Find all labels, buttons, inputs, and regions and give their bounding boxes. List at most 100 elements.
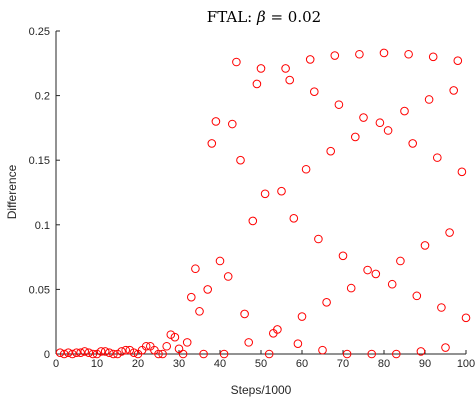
data-point [100,347,110,356]
data-point [72,348,81,358]
y-tick-label: 0.25 [29,26,50,38]
data-point [141,341,151,351]
x-tick-label: 40 [214,358,226,370]
data-point [55,348,65,358]
data-point [88,349,98,359]
data-point [289,214,299,223]
data-point [281,64,290,73]
data-point [387,279,397,289]
data-point [461,313,471,323]
x-tick-label: 0 [53,358,59,370]
x-tick-label: 100 [457,358,475,370]
y-axis-label: Difference [5,164,19,219]
data-point [277,186,286,196]
data-point [207,139,217,148]
data-point [334,100,344,109]
data-point [232,57,241,67]
data-point [301,164,311,174]
data-point [363,265,372,275]
data-point [375,118,385,128]
data-point [260,189,270,199]
data-point [330,51,340,60]
data-point [68,349,77,359]
data-point [310,87,319,97]
data-point [203,285,212,294]
data-point [441,343,450,352]
data-point [457,167,467,177]
data-point [76,348,85,358]
data-point [211,117,221,126]
data-point [400,106,409,116]
data-point [154,349,163,359]
data-point [322,298,331,307]
data-point [256,64,266,73]
data-point [449,86,459,95]
data-point [195,307,204,316]
data-point [416,347,426,356]
data-point [109,349,118,359]
data-point [80,347,89,356]
data-point [121,345,130,355]
data-point [453,56,463,66]
x-axis-ticks: 0 10 20 30 40 50 60 70 80 90 100 [53,350,475,370]
data-point [351,132,360,142]
data-point [424,95,434,104]
data-point [346,283,356,293]
x-tick-label: 20 [132,358,144,370]
data-point [285,75,295,85]
data-point [105,348,114,358]
data-point [236,155,245,165]
y-tick-label: 0.15 [29,155,50,167]
data-point [228,119,237,129]
data-point [379,48,389,58]
data-point [437,303,446,312]
data-point [162,341,171,351]
data-point [392,349,401,359]
data-point [396,256,405,266]
data-point [191,264,200,274]
y-tick-label: 0 [44,349,50,361]
data-series [55,48,471,359]
data-point [199,349,208,359]
chart-title: FTAL: β = 0.02 [207,8,321,26]
data-point [433,153,442,162]
x-tick-label: 60 [296,358,308,370]
x-tick-label: 90 [419,358,431,370]
data-point [314,234,323,244]
data-point [215,256,225,266]
x-axis-label: Steps/1000 [231,383,292,397]
data-point [96,347,106,356]
data-point [129,348,139,358]
data-point [223,272,233,281]
data-point [174,344,184,354]
data-point [305,55,315,64]
data-point [187,292,196,302]
data-point [117,347,126,356]
data-point [170,332,180,342]
data-point [408,139,418,148]
data-point [326,146,336,156]
data-point [338,251,348,261]
y-tick-label: 0.05 [29,284,50,296]
data-point [84,348,94,358]
data-point [428,52,438,62]
data-point [59,349,69,359]
data-point [240,309,249,319]
data-point [445,228,454,237]
data-point [342,349,352,359]
data-point [219,349,229,359]
data-point [293,339,303,348]
x-tick-label: 80 [378,358,390,370]
x-tick-label: 10 [91,358,103,370]
data-point [244,338,253,347]
data-point [248,216,258,226]
data-point [367,349,377,359]
x-tick-label: 50 [255,358,267,370]
data-point [412,291,422,301]
y-tick-label: 0.1 [35,220,50,232]
data-point [264,349,274,359]
data-point [420,241,430,250]
data-point [178,349,188,359]
data-point [371,269,381,279]
